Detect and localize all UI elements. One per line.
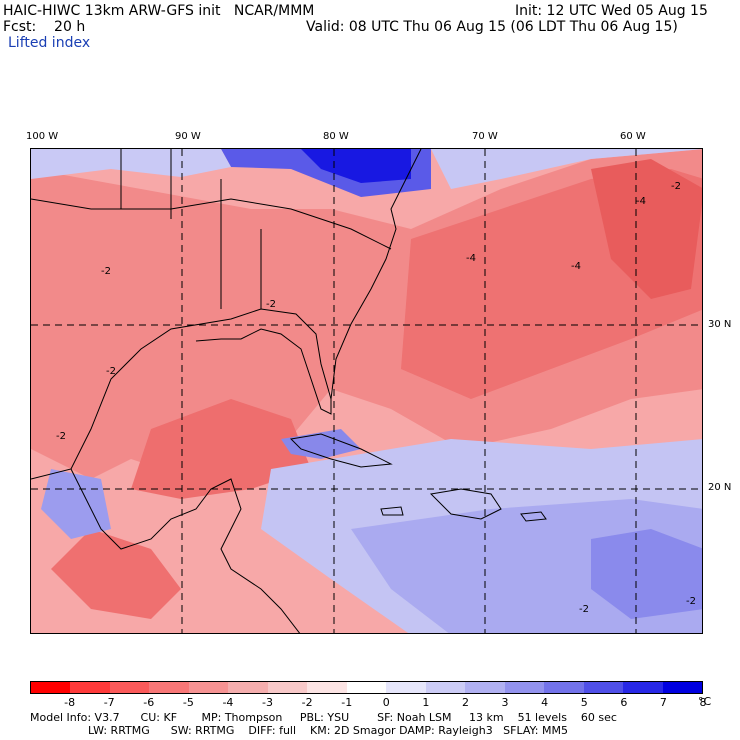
lat-label-20n: 20 N xyxy=(708,482,732,493)
forecast-hour: Fcst: 20 h xyxy=(3,19,86,35)
contour-label: -2 xyxy=(686,596,696,607)
contour-label: -2 xyxy=(266,299,276,310)
model-info-line2: LW: RRTMG SW: RRTMG DIFF: full KM: 2D Sm… xyxy=(88,724,568,737)
lon-label-70w: 70 W xyxy=(472,131,498,142)
contour-label: -2 xyxy=(671,181,681,192)
model-info-line1: Model Info: V3.7 CU: KF MP: Thompson PBL… xyxy=(30,711,617,724)
colorbar-swatch xyxy=(583,682,624,693)
lifted-index-map: -2 -2 -2 -2 -2 -4 -4 -4 -2 -2 xyxy=(30,148,703,634)
lon-label-60w: 60 W xyxy=(620,131,646,142)
lon-label-90w: 90 W xyxy=(175,131,201,142)
coastlines xyxy=(31,149,422,633)
colorbar-swatch xyxy=(386,682,426,693)
contour-label: -2 xyxy=(56,431,66,442)
lon-label-80w: 80 W xyxy=(323,131,349,142)
colorbar-swatch xyxy=(425,682,466,693)
colorbar-swatch xyxy=(109,682,150,693)
contour-label: -2 xyxy=(106,366,116,377)
field-region-very-stable-northeast xyxy=(301,149,411,183)
valid-time: Valid: 08 UTC Thu 06 Aug 15 (06 LDT Thu … xyxy=(306,19,678,35)
contour-labels: -2 -2 -2 -2 -2 -4 -4 -4 -2 -2 xyxy=(56,181,696,615)
colorbar-swatch xyxy=(504,682,545,693)
colorbar-swatch xyxy=(188,682,229,693)
colorbar-label: -5 xyxy=(182,696,194,709)
colorbar-swatch xyxy=(662,682,702,693)
init-time: Init: 12 UTC Wed 05 Aug 15 xyxy=(515,3,708,19)
field-name: Lifted index xyxy=(8,35,91,51)
colorbar-swatch xyxy=(149,682,189,693)
colorbar-label: -1 xyxy=(341,696,353,709)
colorbar-label: -2 xyxy=(301,696,313,709)
lat-label-30n: 30 N xyxy=(708,319,732,330)
colorbar xyxy=(30,681,703,694)
field-region-stable-atlantic-north xyxy=(431,149,702,189)
colorbar-label: 1 xyxy=(422,696,430,709)
colorbar-label: -3 xyxy=(262,696,273,709)
colorbar-swatch xyxy=(346,682,387,693)
lon-label-100w: 100 W xyxy=(26,131,59,142)
colorbar-label: -8 xyxy=(64,696,76,709)
colorbar-label: -6 xyxy=(143,696,155,709)
field-region-stable-east xyxy=(591,529,702,619)
colorbar-label: 8 xyxy=(699,696,707,709)
colorbar-label: -7 xyxy=(103,696,115,709)
colorbar-unit: °C xyxy=(698,695,712,708)
colorbar-label: 6 xyxy=(620,696,628,709)
colorbar-swatch xyxy=(307,682,347,693)
map-canvas: -2 -2 -2 -2 -2 -4 -4 -4 -2 -2 xyxy=(31,149,702,633)
colorbar-label: -4 xyxy=(222,696,234,709)
contour-label: -4 xyxy=(636,196,646,207)
model-title: HAIC-HIWC 13km ARW-GFS init NCAR/MMM xyxy=(3,3,315,19)
contour-label: -2 xyxy=(101,266,111,277)
colorbar-label: 5 xyxy=(580,696,588,709)
colorbar-label: 3 xyxy=(501,696,509,709)
colorbar-swatch xyxy=(623,682,663,693)
island-outlines xyxy=(289,433,547,522)
contour-label: -2 xyxy=(579,604,589,615)
colorbar-swatch xyxy=(228,682,268,693)
colorbar-label: 0 xyxy=(382,696,390,709)
colorbar-swatch xyxy=(70,682,110,693)
colorbar-label: 4 xyxy=(541,696,549,709)
field-region-stable-cuba xyxy=(281,429,361,459)
field-region-stable-west xyxy=(41,469,111,539)
graticule xyxy=(31,149,702,633)
colorbar-swatch xyxy=(267,682,308,693)
colorbar-swatch xyxy=(544,682,584,693)
field-region-strong-gulf xyxy=(131,399,311,499)
colorbar-label: 2 xyxy=(461,696,469,709)
contour-label: -4 xyxy=(571,261,581,272)
colorbar-label: 7 xyxy=(659,696,667,709)
contour-label: -4 xyxy=(466,253,476,264)
field-region-stable-north xyxy=(31,149,231,179)
colorbar-swatch xyxy=(31,682,71,693)
colorbar-swatch xyxy=(465,682,505,693)
field-region-strongest xyxy=(591,159,702,299)
field-region-strong-mexico xyxy=(51,529,181,619)
